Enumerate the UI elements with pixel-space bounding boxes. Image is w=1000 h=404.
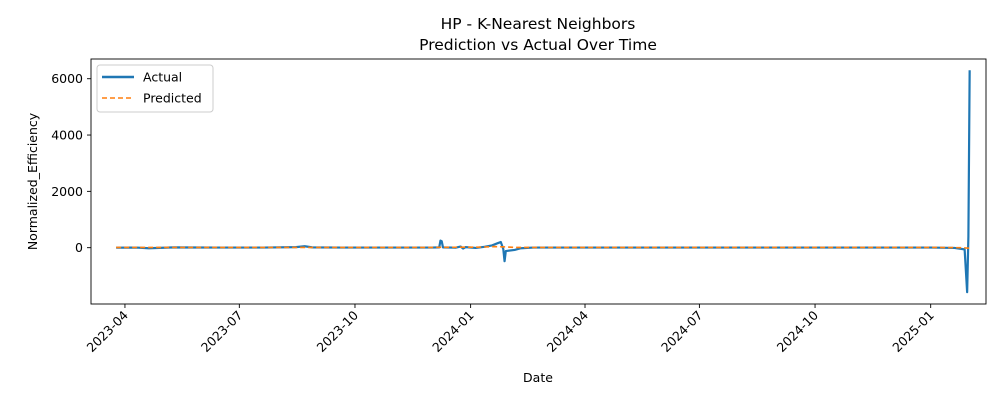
x-tick-label: 2023-10	[314, 307, 362, 355]
x-tick-label: 2024-10	[774, 307, 822, 355]
legend-predicted-label: Predicted	[143, 91, 202, 106]
chart-subtitle: Prediction vs Actual Over Time	[419, 36, 657, 54]
chart-title: HP - K-Nearest Neighbors	[441, 15, 636, 33]
series-line-predicted	[116, 245, 970, 250]
x-tick-label: 2024-01	[429, 308, 477, 356]
y-axis: 0 2000 4000 6000	[51, 71, 91, 255]
y-axis-label: Normalized_Efficiency	[25, 112, 40, 250]
plot-frame	[90, 58, 987, 305]
y-tick-label: 0	[75, 240, 83, 255]
y-tick-label: 2000	[51, 184, 83, 199]
legend: Actual Predicted	[96, 64, 214, 113]
x-tick-label: 2023-04	[84, 307, 132, 355]
series-line-actual	[116, 70, 971, 294]
x-tick-label: 2024-07	[658, 308, 706, 356]
plot-area	[116, 70, 971, 294]
y-tick-label: 6000	[51, 71, 83, 86]
x-axis: 2023-04 2023-07 2023-10 2024-01 2024-04 2024-…	[84, 304, 937, 355]
x-tick-label: 2023-07	[198, 308, 246, 356]
x-axis-label: Date	[523, 370, 553, 385]
x-tick-label: 2024-04	[544, 307, 592, 355]
x-tick-label: 2025-01	[889, 308, 937, 356]
y-tick-label: 4000	[51, 128, 83, 143]
legend-actual-label: Actual	[143, 70, 182, 85]
